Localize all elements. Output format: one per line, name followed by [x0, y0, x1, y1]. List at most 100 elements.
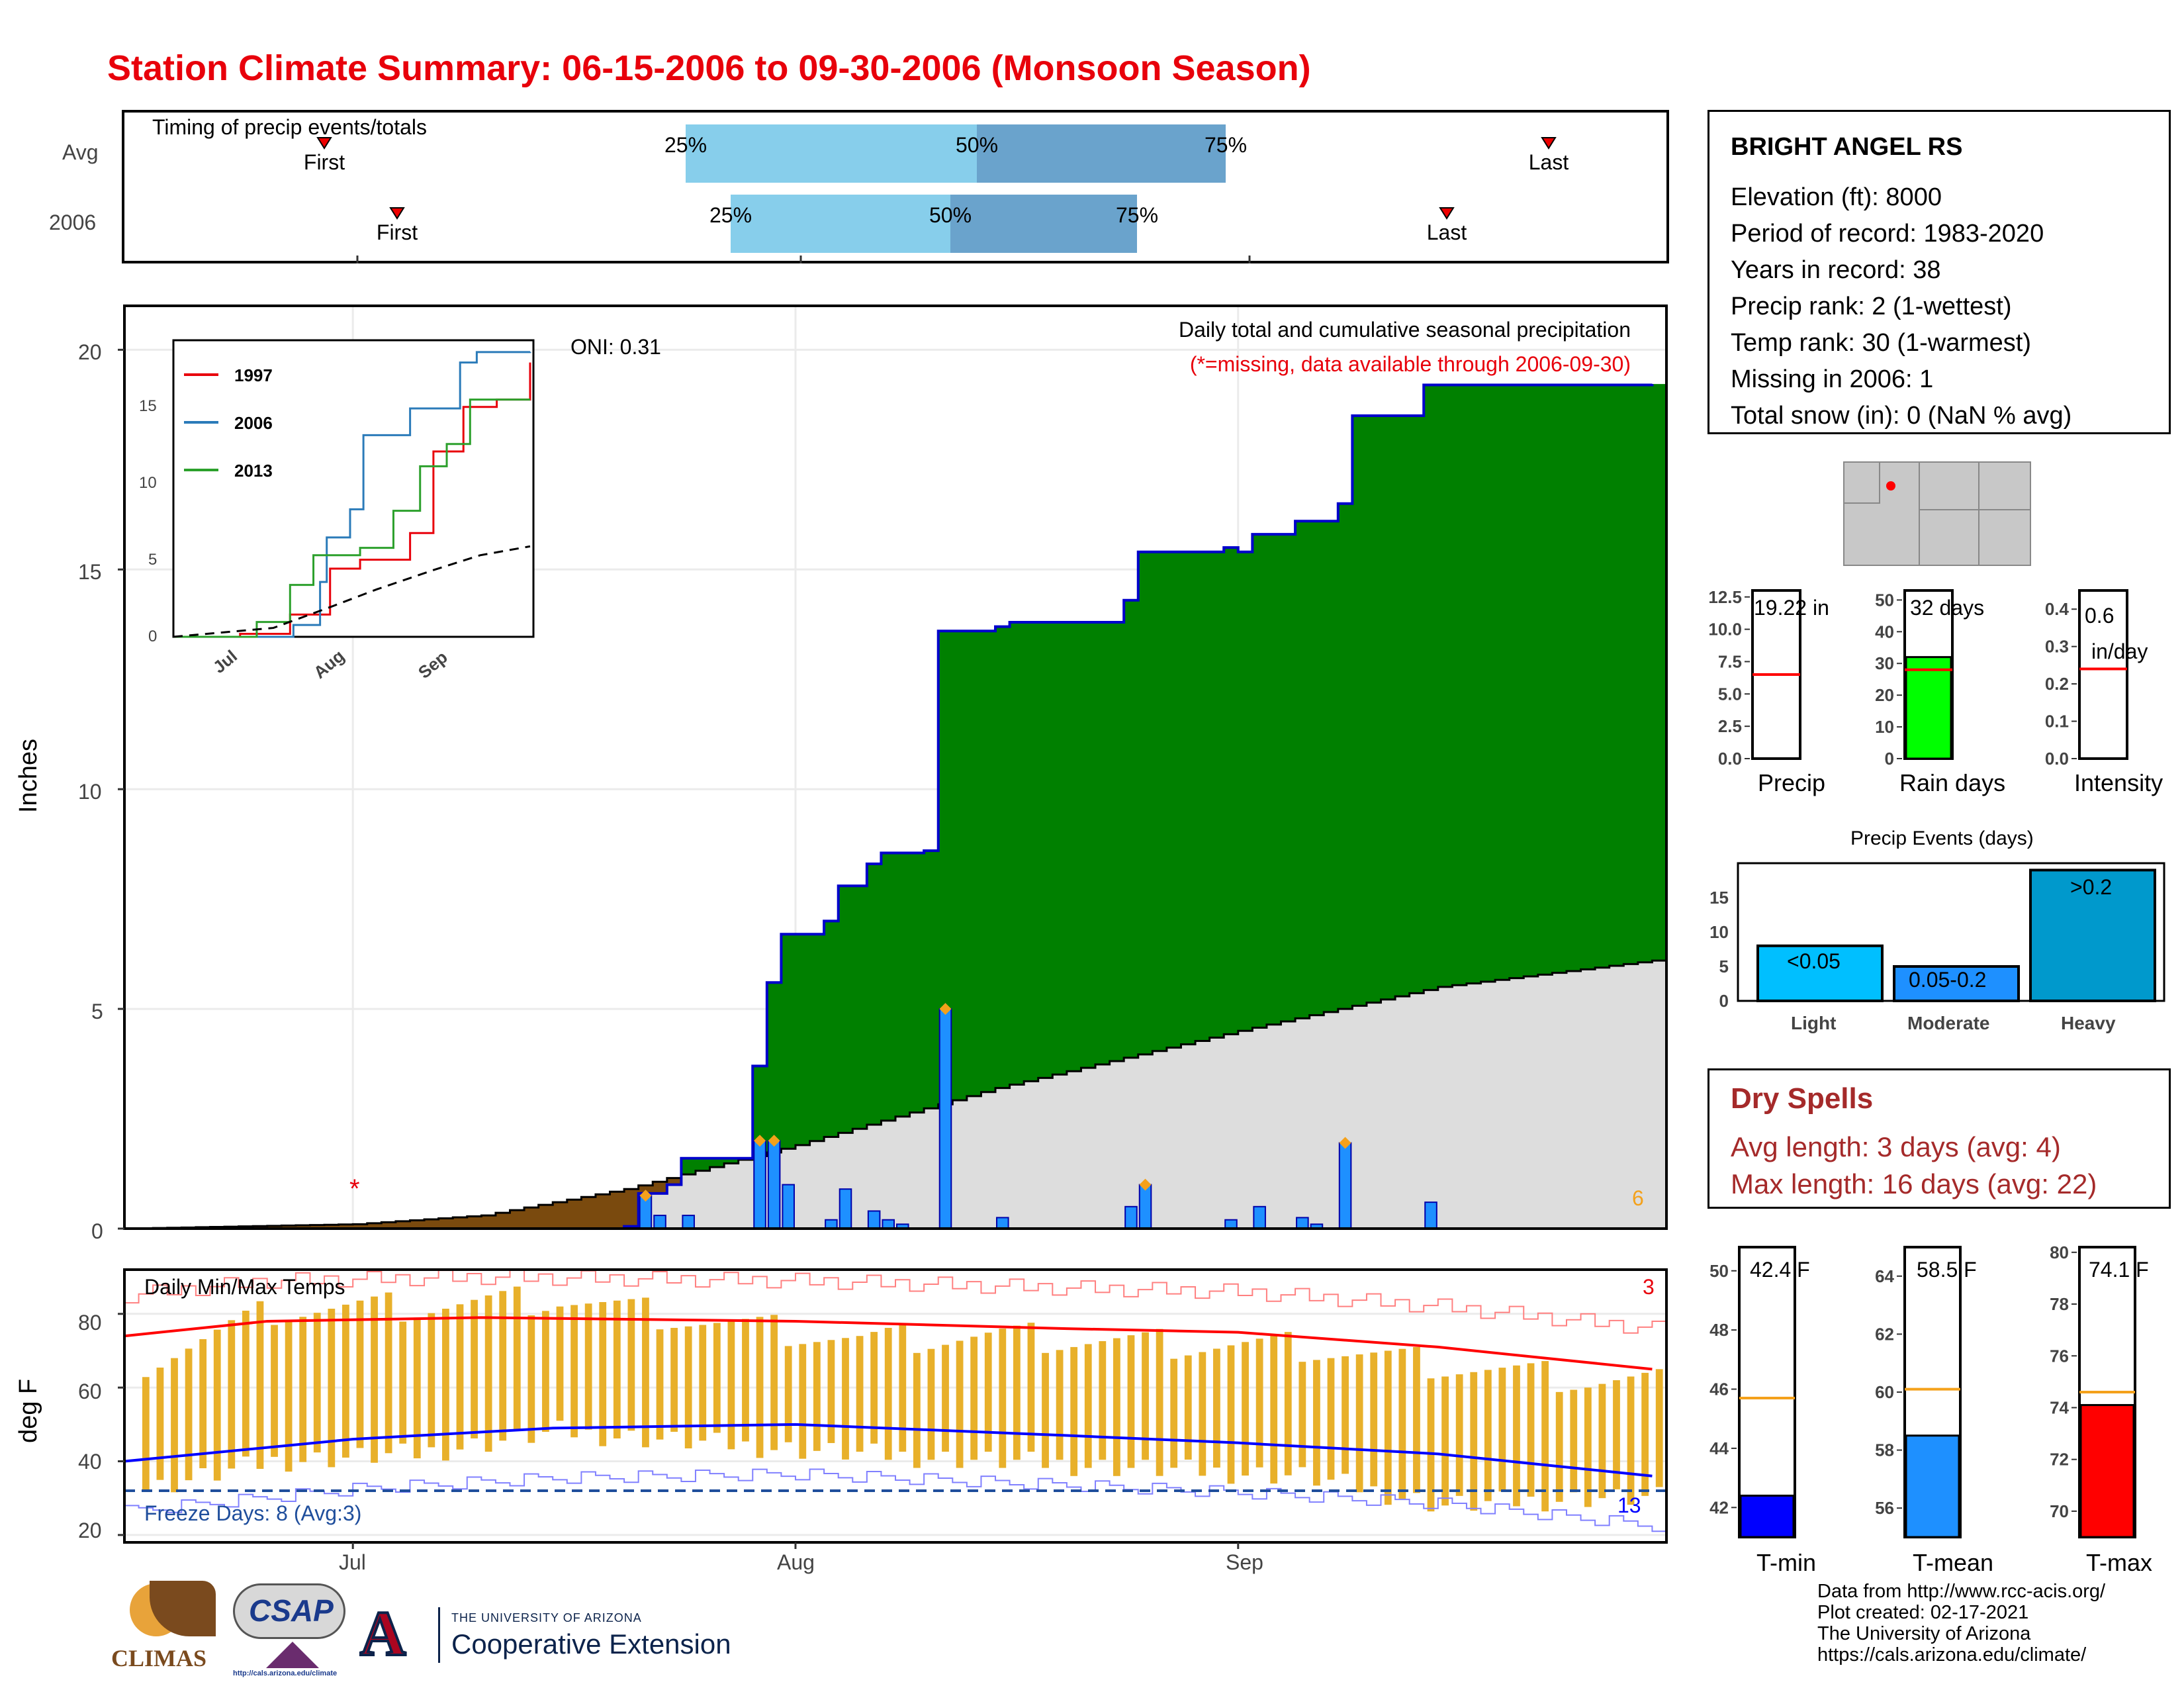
- temp-range-bar: [356, 1300, 364, 1448]
- precip-tick: 12.5: [1708, 587, 1742, 607]
- dry-spells-max: Max length: 16 days (avg: 22): [1731, 1168, 2097, 1199]
- x-tick-aug: Aug: [777, 1550, 815, 1574]
- temp-range-bar: [799, 1344, 807, 1459]
- tmean-bar-value: 58.5 F: [1917, 1258, 1977, 1282]
- tmin-tick: 46: [1709, 1380, 1729, 1399]
- cumulative-above-avg-area: [124, 384, 1666, 1229]
- csap-cloud-icon: [233, 1583, 345, 1639]
- credit-url: https://cals.arizona.edu/climate/: [1817, 1644, 2087, 1665]
- raindays-bar-value: 32 days: [1910, 596, 1985, 620]
- station-line-years: Years in record: 38: [1731, 256, 1941, 284]
- station-line-elevation: Elevation (ft): 8000: [1731, 183, 1942, 211]
- temp-range-bar: [1342, 1356, 1349, 1474]
- temp-range-bar: [385, 1292, 392, 1454]
- events-cat-light: Light: [1791, 1013, 1837, 1033]
- temp-range-bar: [371, 1296, 378, 1463]
- inset-y-tick-0: 0: [148, 628, 158, 645]
- heavy-event-marker: [1139, 1178, 1152, 1191]
- temp-range-bar: [784, 1346, 792, 1442]
- intensity-tick: 0.1: [2045, 712, 2069, 731]
- csap-mountain-icon: [266, 1642, 319, 1668]
- temp-range-bar: [570, 1305, 578, 1438]
- timing-q25-q50-bar-y2006: [731, 195, 950, 253]
- intensity-bar-label: Intensity: [2074, 769, 2163, 796]
- events-cat-heavy: Heavy: [2061, 1013, 2116, 1033]
- temp-range-bar: [1099, 1341, 1107, 1460]
- events-bar-label-heavy: >0.2: [2070, 875, 2113, 899]
- daily-precip-bar: [938, 1008, 952, 1229]
- timing-last-marker-y2006: [1439, 207, 1455, 220]
- csap-logo: CSAP http://cals.arizona.edu/climate: [233, 1583, 347, 1680]
- credit-university: The University of Arizona: [1817, 1623, 2031, 1644]
- temp-plot-frame: [123, 1268, 1668, 1544]
- daily-precip-bar: [682, 1215, 695, 1229]
- events-bar-light: [1756, 944, 1884, 1003]
- temp-range-bar: [970, 1336, 978, 1460]
- temp-range-bar: [142, 1377, 150, 1492]
- temp-range-bar: [1327, 1358, 1335, 1480]
- temp-range-bar: [1142, 1332, 1149, 1460]
- temp-range-bar: [670, 1327, 678, 1432]
- temp-range-bar: [199, 1338, 207, 1469]
- temp-range-bar: [299, 1317, 307, 1462]
- temp-range-bar: [1598, 1383, 1606, 1499]
- timing-row-label-avg: Avg: [62, 140, 99, 164]
- heavy-event-count: 6: [1632, 1186, 1644, 1210]
- temp-range-bar: [413, 1317, 421, 1459]
- temp-range-bar: [1199, 1352, 1206, 1476]
- temp-range-bar: [584, 1303, 592, 1430]
- daily-precip-bar: [782, 1184, 795, 1229]
- timing-first-marker-avg: [316, 137, 332, 150]
- temp-range-bar: [399, 1321, 407, 1444]
- temp-range-bar: [827, 1340, 835, 1443]
- precip-tick: 0.0: [1718, 749, 1742, 769]
- inset-y-tick-15: 15: [139, 397, 157, 415]
- temp-range-bar: [1627, 1376, 1635, 1505]
- temp-range-bar: [756, 1317, 764, 1458]
- temp-range-bar: [842, 1338, 849, 1460]
- tmax-tick: 70: [2050, 1501, 2069, 1521]
- temp-y-tick-40: 40: [78, 1450, 102, 1474]
- temp-range-bar: [228, 1320, 236, 1469]
- daily-precip-bar: [867, 1210, 881, 1230]
- events-y-tick: 15: [1709, 888, 1729, 908]
- heavy-event-marker: [1339, 1137, 1351, 1149]
- raindays-tick: 20: [1875, 685, 1894, 705]
- inset-y-tick-5: 5: [148, 551, 158, 569]
- temp-range-bar: [913, 1352, 921, 1468]
- timing-first-label-avg: First: [304, 150, 345, 174]
- avg-cumulative-area: [124, 961, 1666, 1229]
- events-bar-heavy: [2029, 868, 2156, 1003]
- main-y-axis-label: Inches: [15, 739, 42, 813]
- temp-range-bar: [1584, 1387, 1592, 1507]
- precip-bar-value: 19.22 in: [1754, 596, 1829, 620]
- heavy-event-marker: [754, 1135, 766, 1147]
- station-location-dot: [1886, 481, 1895, 491]
- inset-legend-1997: 1997: [234, 365, 273, 385]
- temp-range-bar: [1384, 1350, 1392, 1505]
- events-y-tick: 10: [1709, 922, 1729, 942]
- tmean-tick: 64: [1875, 1266, 1894, 1286]
- inset-line-1997: [173, 362, 531, 638]
- temp-range-bar: [185, 1348, 193, 1481]
- oni-label: ONI: 0.31: [570, 335, 661, 359]
- x-tick-sep: Sep: [1226, 1550, 1263, 1574]
- temp-range-bar: [1313, 1360, 1320, 1486]
- main-y-tick-10: 10: [78, 780, 102, 804]
- temp-range-bar: [428, 1313, 435, 1448]
- temp-range-bar: [1484, 1370, 1492, 1501]
- temp-range-bar: [1070, 1346, 1078, 1476]
- temp-range-bar: [285, 1321, 293, 1472]
- inset-frame: [172, 339, 535, 638]
- timing-q50-q75-bar-y2006: [950, 195, 1137, 253]
- daily-precip-bar: [767, 1140, 781, 1229]
- temp-range-bar: [613, 1300, 621, 1438]
- inset-legend-2013: 2013: [234, 461, 273, 481]
- temp-range-bar: [899, 1323, 907, 1452]
- climas-logo: CLIMAS: [110, 1581, 216, 1673]
- credit-created: Plot created: 02-17-2021: [1817, 1602, 2029, 1623]
- temp-range-bar: [642, 1297, 649, 1448]
- temp-range-bar: [1213, 1348, 1220, 1468]
- daily-precip-bar: [996, 1217, 1009, 1230]
- intensity-tick: 0.0: [2045, 749, 2069, 769]
